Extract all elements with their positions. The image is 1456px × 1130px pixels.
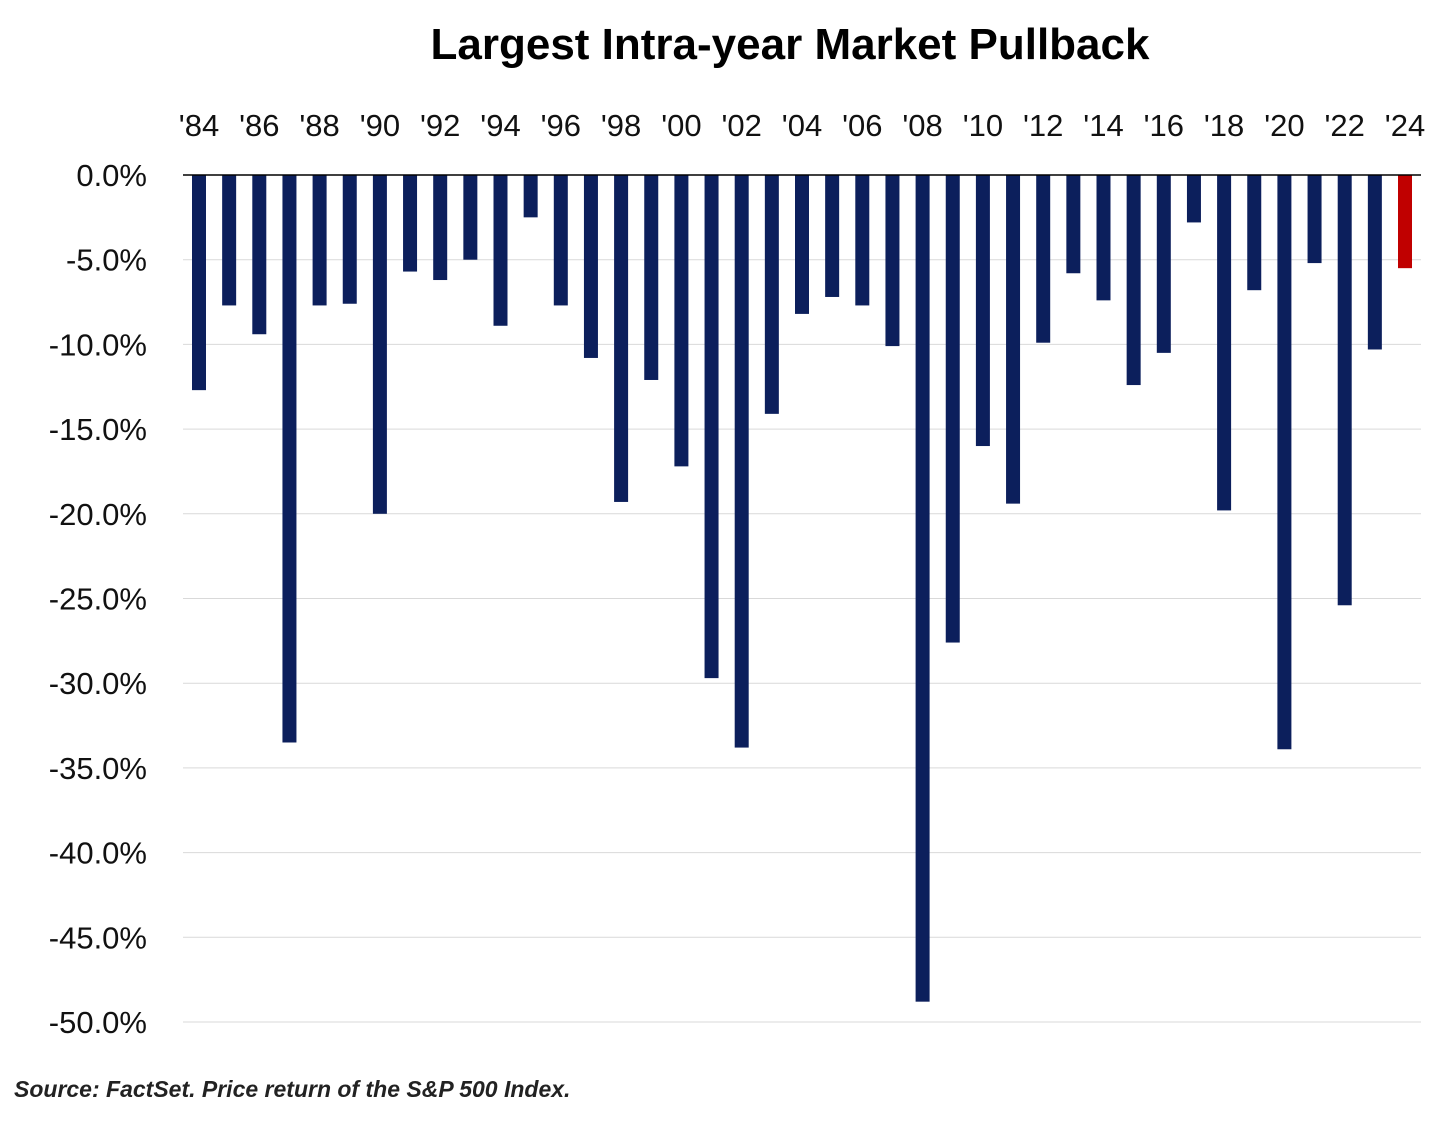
x-tick-label: '18 [1204, 108, 1244, 143]
y-tick-label: -20.0% [49, 497, 147, 532]
y-tick-label: 0.0% [76, 158, 147, 193]
bar-18 [1217, 175, 1232, 511]
bar-10 [975, 175, 990, 447]
bar-24 [1398, 175, 1412, 269]
bars [192, 175, 1412, 1002]
x-tick-label: '98 [601, 108, 641, 143]
bar-97 [583, 175, 598, 358]
bar-23 [1367, 175, 1382, 350]
bar-22 [1337, 175, 1352, 606]
y-tick-label: -30.0% [49, 666, 147, 701]
x-tick-label: '02 [721, 108, 761, 143]
bar-01 [704, 175, 719, 679]
bar-05 [825, 175, 840, 297]
bar-14 [1096, 175, 1111, 301]
x-tick-label: '20 [1264, 108, 1304, 143]
gridlines [183, 259, 1421, 1023]
bar-86 [252, 175, 267, 335]
x-tick-label: '08 [902, 108, 942, 143]
y-tick-label: -35.0% [49, 751, 147, 786]
x-tick-label: '24 [1385, 108, 1425, 143]
y-tick-label: -25.0% [49, 582, 147, 617]
x-tick-label: '04 [782, 108, 822, 143]
y-tick-label: -45.0% [49, 920, 147, 955]
bar-88 [312, 175, 327, 306]
bar-95 [523, 175, 538, 218]
y-tick-label: -50.0% [49, 1005, 147, 1040]
y-tick-labels: 0.0% -5.0% -10.0% -15.0% -20.0% -25.0% -30.0% -… [49, 158, 147, 1040]
bar-20 [1277, 175, 1292, 750]
bar-92 [433, 175, 448, 281]
x-tick-label: '86 [239, 108, 279, 143]
bar-17 [1186, 175, 1201, 223]
x-tick-label: '10 [963, 108, 1003, 143]
bar-19 [1247, 175, 1262, 291]
bar-15 [1126, 175, 1141, 386]
x-tick-label: '06 [842, 108, 882, 143]
bar-98 [614, 175, 629, 502]
bar-93 [463, 175, 478, 260]
bar-12 [1036, 175, 1051, 343]
x-tick-label: '94 [480, 108, 520, 143]
bar-89 [342, 175, 357, 304]
x-tick-label: '92 [420, 108, 460, 143]
bar-84 [192, 175, 206, 391]
x-tick-label: '12 [1023, 108, 1063, 143]
x-tick-label: '90 [360, 108, 400, 143]
bar-11 [1006, 175, 1021, 504]
x-tick-label: '14 [1083, 108, 1123, 143]
bar-03 [764, 175, 779, 414]
y-tick-label: -5.0% [66, 243, 147, 278]
bar-91 [403, 175, 418, 272]
bar-06 [855, 175, 870, 306]
bar-96 [553, 175, 568, 306]
bar-99 [644, 175, 659, 380]
bar-13 [1066, 175, 1081, 274]
source-note: Source: FactSet. Price return of the S&P… [14, 1076, 571, 1102]
x-tick-label: '00 [661, 108, 701, 143]
chart-title: Largest Intra-year Market Pullback [430, 20, 1150, 69]
bar-21 [1307, 175, 1322, 264]
bar-09 [945, 175, 960, 643]
x-tick-label: '22 [1324, 108, 1364, 143]
y-tick-label: -10.0% [49, 327, 147, 362]
y-tick-label: -40.0% [49, 836, 147, 871]
x-tick-label: '88 [299, 108, 339, 143]
bar-87 [282, 175, 297, 743]
bar-00 [674, 175, 689, 467]
x-tick-label: '84 [179, 108, 219, 143]
bar-04 [795, 175, 809, 314]
bar-08 [915, 175, 930, 1002]
bar-85 [222, 175, 237, 306]
x-tick-labels: '84 '86 '88 '90 '92 '94 '96 '98 '00 '02 '04 '06 '08 '… [179, 108, 1425, 143]
bar-07 [885, 175, 900, 347]
x-tick-label: '16 [1144, 108, 1184, 143]
bar-90 [372, 175, 387, 514]
bar-94 [493, 175, 508, 326]
bar-16 [1156, 175, 1171, 353]
bar-02 [734, 175, 749, 748]
y-tick-label: -15.0% [49, 412, 147, 447]
x-tick-label: '96 [541, 108, 581, 143]
